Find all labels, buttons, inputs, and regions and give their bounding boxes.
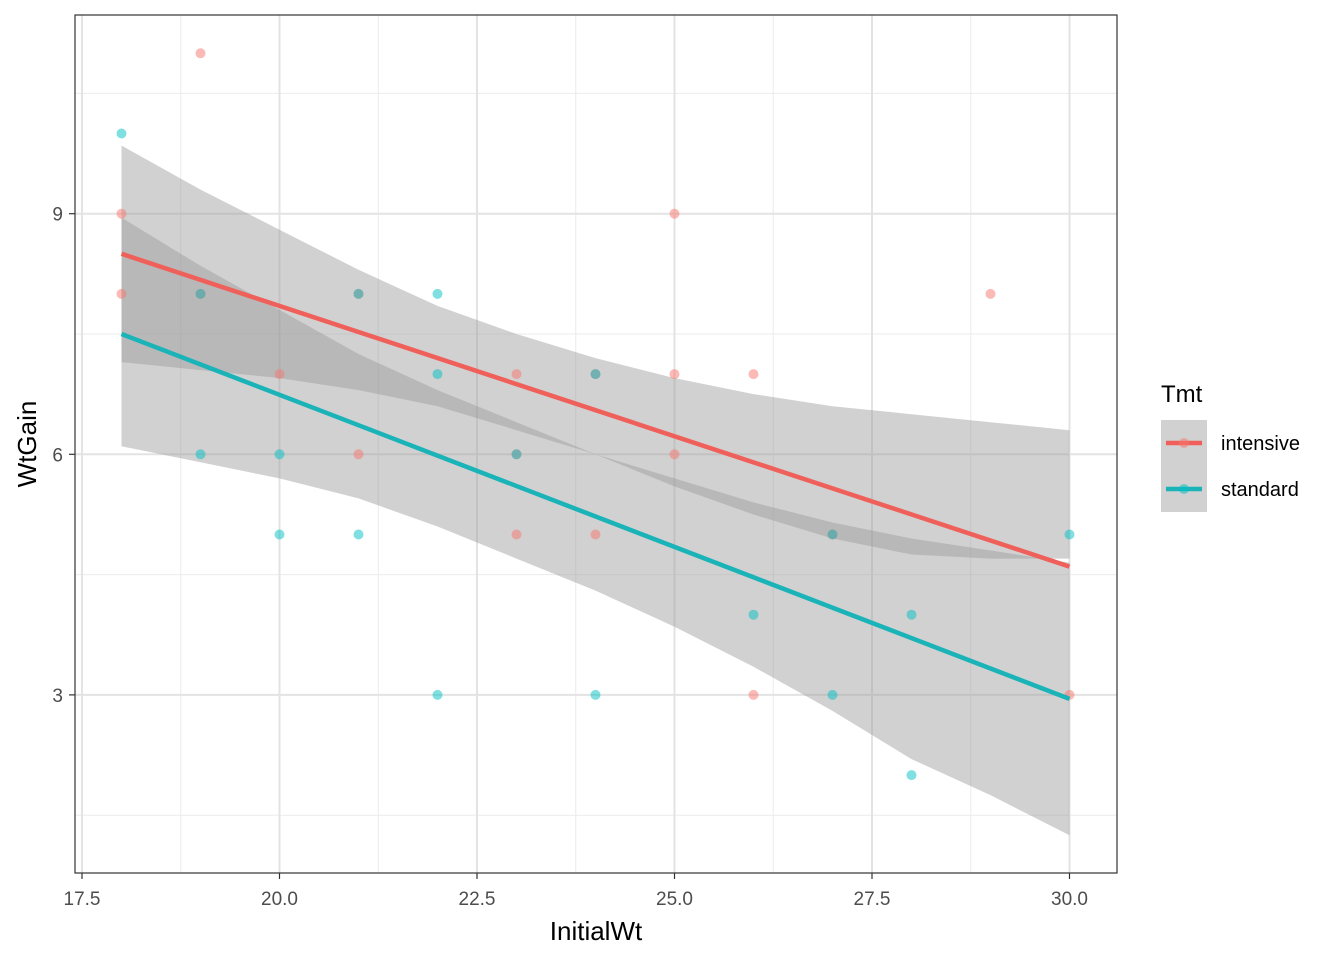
- point-intensive: [669, 369, 680, 380]
- point-standard: [432, 288, 443, 299]
- point-standard: [511, 449, 522, 460]
- point-standard: [906, 770, 917, 781]
- point-standard: [195, 449, 206, 460]
- legend-label: standard: [1221, 479, 1299, 501]
- minor-grid: [75, 15, 1117, 873]
- point-intensive: [748, 689, 759, 700]
- legend-title: Tmt: [1161, 381, 1203, 408]
- data-points: [116, 48, 1075, 781]
- point-standard: [827, 689, 838, 700]
- x-tick-label: 17.5: [64, 889, 101, 910]
- x-axis-ticks: 17.5 20.0 22.5 25.0 27.5 30.0: [64, 873, 1088, 910]
- point-intensive: [669, 208, 680, 219]
- point-standard: [748, 609, 759, 620]
- point-standard: [353, 288, 364, 299]
- point-standard: [827, 529, 838, 540]
- fit-line-intensive: [120, 251, 1071, 569]
- y-axis-ticks: 3 6 9: [52, 205, 75, 707]
- legend-label: intensive: [1221, 433, 1300, 455]
- x-tick-label: 25.0: [656, 889, 693, 910]
- legend-item-intensive: intensive: [1161, 420, 1300, 466]
- confidence-band-intensive: [121, 145, 1070, 559]
- y-tick-label: 3: [52, 686, 63, 707]
- confidence-bands: [121, 145, 1070, 836]
- point-standard: [590, 369, 601, 380]
- y-tick-label: 6: [52, 445, 63, 466]
- y-axis-title: WtGain: [12, 401, 42, 488]
- point-standard: [1064, 529, 1075, 540]
- point-intensive: [511, 369, 522, 380]
- point-intensive: [590, 529, 601, 540]
- point-intensive: [353, 449, 364, 460]
- confidence-band-standard: [121, 217, 1070, 836]
- point-intensive: [511, 529, 522, 540]
- panel-background: [75, 15, 1117, 873]
- x-tick-label: 27.5: [854, 889, 891, 910]
- plot-panel: [75, 15, 1117, 873]
- point-standard: [432, 369, 443, 380]
- panel-border: [74, 14, 1118, 874]
- point-standard: [116, 128, 127, 139]
- fit-line-standard: [120, 331, 1071, 702]
- point-standard: [432, 689, 443, 700]
- point-standard: [353, 529, 364, 540]
- point-standard: [195, 288, 206, 299]
- legend-item-standard: standard: [1161, 466, 1299, 512]
- point-standard: [906, 609, 917, 620]
- y-tick-label: 9: [52, 205, 63, 226]
- point-intensive: [985, 288, 996, 299]
- legend-key-point: [1179, 438, 1189, 448]
- point-standard: [274, 449, 285, 460]
- point-intensive: [116, 208, 127, 219]
- point-intensive: [195, 48, 206, 59]
- x-axis-title: InitialWt: [550, 916, 643, 946]
- fit-lines: [120, 251, 1071, 702]
- point-intensive: [669, 449, 680, 460]
- x-tick-label: 22.5: [459, 889, 496, 910]
- point-standard: [274, 529, 285, 540]
- point-intensive: [116, 288, 127, 299]
- legend-key-point: [1179, 484, 1189, 494]
- point-standard: [590, 689, 601, 700]
- x-tick-label: 30.0: [1051, 889, 1088, 910]
- point-intensive: [274, 369, 285, 380]
- point-intensive: [748, 369, 759, 380]
- legend: Tmt intensive standard: [1161, 381, 1300, 512]
- x-tick-label: 20.0: [261, 889, 298, 910]
